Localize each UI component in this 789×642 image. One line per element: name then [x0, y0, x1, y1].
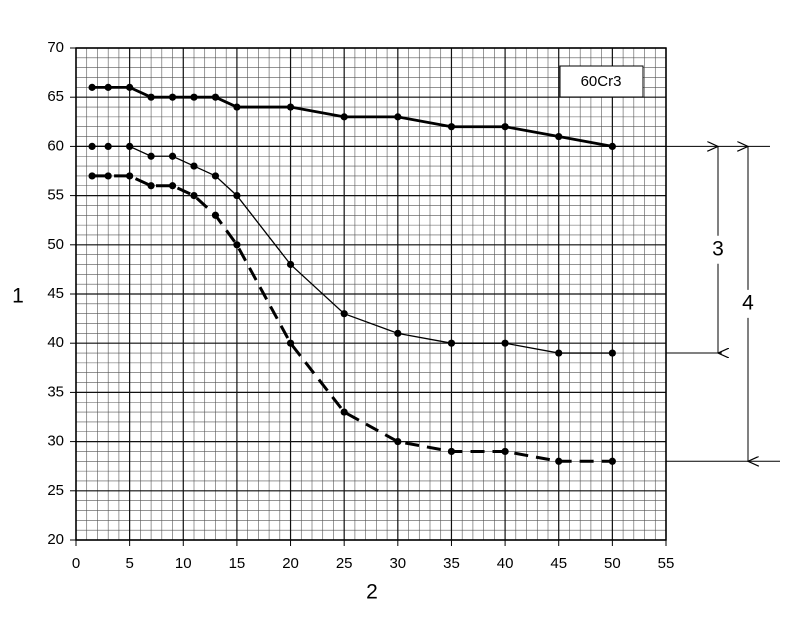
data-point: [126, 83, 134, 91]
data-point: [168, 182, 177, 190]
x-tick-label: 40: [497, 555, 514, 572]
y-tick-label: 45: [47, 285, 64, 302]
y-tick-label: 65: [47, 88, 64, 105]
y-tick-label: 60: [47, 137, 64, 154]
data-point: [286, 339, 295, 347]
y-tick-label: 55: [47, 187, 64, 204]
data-point: [340, 408, 348, 416]
data-point: [555, 132, 563, 141]
x-tick-label: 35: [443, 555, 460, 572]
data-point: [340, 113, 348, 121]
data-point: [168, 152, 177, 160]
data-point: [126, 142, 134, 150]
y-tick-label: 50: [47, 236, 64, 253]
x-tick-label: 50: [604, 555, 621, 572]
range-label: 3: [712, 237, 724, 260]
data-point: [286, 260, 295, 269]
y-tick-label: 35: [47, 383, 64, 400]
y-tick-label: 40: [47, 334, 64, 351]
data-point: [104, 83, 112, 91]
x-tick-label: 20: [282, 555, 299, 572]
data-point: [88, 142, 96, 150]
data-point: [211, 211, 220, 219]
data-point: [233, 241, 241, 249]
data-point: [555, 349, 563, 357]
x-tick-label: 0: [72, 555, 80, 572]
x-tick-label: 30: [389, 555, 406, 572]
data-point: [233, 192, 241, 200]
data-point: [394, 438, 402, 446]
data-point: [190, 162, 198, 170]
x-tick-label: 55: [658, 555, 675, 572]
data-point: [501, 339, 509, 347]
data-point: [104, 172, 112, 180]
data-point: [147, 93, 155, 101]
data-point: [394, 329, 402, 337]
y-tick-label: 70: [47, 39, 64, 56]
series-line: [92, 145, 613, 354]
label-box: [559, 65, 644, 98]
data-point: [501, 123, 509, 131]
series-line: [92, 174, 613, 463]
label-box-text: 60Cr3: [581, 73, 622, 90]
data-point: [190, 93, 198, 101]
data-point: [211, 93, 220, 101]
x-tick-label: 15: [229, 555, 246, 572]
data-point: [608, 349, 616, 357]
data-point: [88, 172, 96, 180]
data-point: [447, 339, 456, 347]
data-point: [608, 142, 616, 150]
x-tick-label: 25: [336, 555, 353, 572]
data-point: [447, 123, 456, 131]
data-point: [211, 172, 220, 180]
x-tick-label: 45: [550, 555, 567, 572]
data-point: [147, 182, 155, 190]
y-tick-label: 25: [47, 482, 64, 499]
data-point: [501, 447, 509, 456]
x-tick-label: 5: [125, 555, 133, 572]
y-tick-label: 20: [47, 531, 64, 548]
data-point: [394, 113, 402, 121]
data-point: [147, 152, 155, 160]
data-point: [555, 457, 563, 465]
data-point: [104, 142, 112, 150]
data-point: [608, 457, 616, 465]
range-label: 4: [742, 291, 754, 314]
data-point: [447, 447, 456, 456]
y-tick-label: 30: [47, 433, 64, 450]
x-tick-label: 10: [175, 555, 192, 572]
data-point: [126, 172, 134, 180]
data-point: [286, 103, 295, 111]
data-point: [168, 93, 177, 101]
data-point: [340, 310, 348, 318]
data-point: [190, 192, 198, 200]
plot-frame: [75, 47, 667, 541]
x-axis-label: 2: [366, 581, 378, 604]
data-point: [233, 103, 241, 111]
y-axis-label: 1: [12, 285, 24, 308]
data-point: [88, 83, 96, 91]
